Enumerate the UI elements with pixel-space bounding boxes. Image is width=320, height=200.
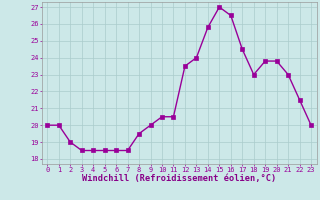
X-axis label: Windchill (Refroidissement éolien,°C): Windchill (Refroidissement éolien,°C)	[82, 174, 276, 183]
